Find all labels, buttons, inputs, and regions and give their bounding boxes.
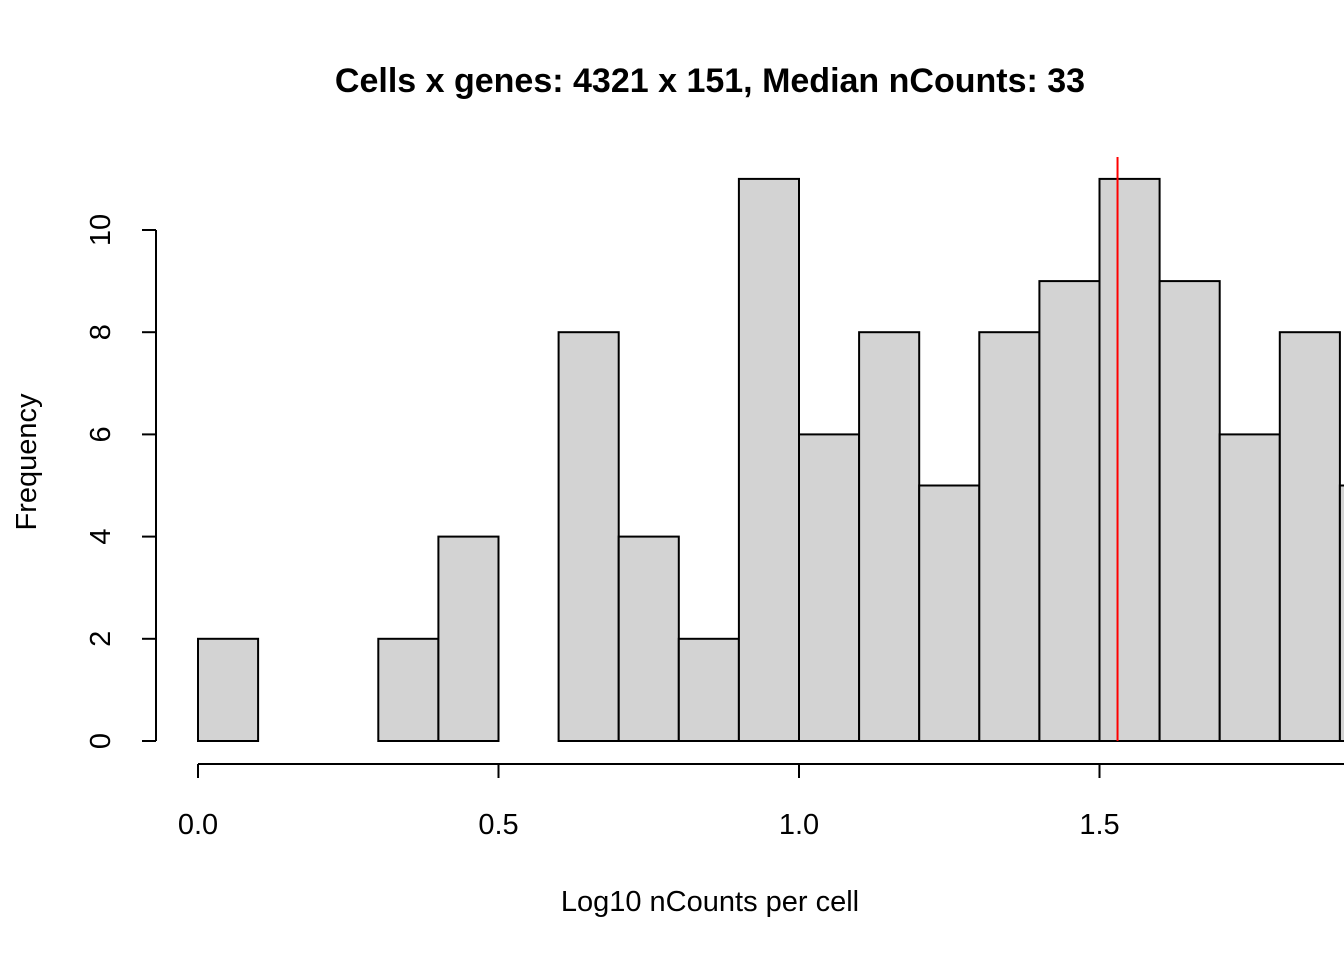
histogram-bar bbox=[737, 177, 801, 742]
y-tick-label: 2 bbox=[85, 631, 117, 647]
histogram-bar bbox=[197, 637, 260, 742]
y-tick-label: 10 bbox=[85, 214, 117, 246]
y-axis-ticks: 0 2 4 6 8 10 bbox=[85, 214, 156, 749]
x-axis-label: Log10 nCounts per cell bbox=[561, 886, 859, 918]
chart-title: Cells x genes: 4321 x 151, Median nCount… bbox=[335, 62, 1085, 100]
x-tick-label: 0.5 bbox=[478, 809, 518, 841]
bars-group bbox=[197, 177, 1344, 742]
y-tick-label: 6 bbox=[85, 426, 117, 442]
y-tick-label: 0 bbox=[85, 733, 117, 749]
histogram-bar bbox=[617, 535, 680, 742]
histogram-bar bbox=[1338, 484, 1344, 742]
histogram-bar bbox=[858, 331, 921, 742]
x-tick-label: 1.5 bbox=[1079, 809, 1119, 841]
y-tick-label: 8 bbox=[85, 324, 117, 340]
y-tick-label: 4 bbox=[85, 529, 117, 545]
histogram-bar bbox=[978, 331, 1041, 742]
histogram-bar bbox=[1098, 177, 1161, 742]
x-axis-ticks: 0.00.51.01.52.02.53.03.5 bbox=[178, 764, 1120, 841]
x-tick-label: 1.0 bbox=[779, 809, 819, 841]
histogram-bar bbox=[437, 535, 500, 742]
histogram-bar bbox=[1218, 433, 1281, 742]
histogram-bar bbox=[918, 484, 981, 742]
histogram-bar bbox=[798, 433, 861, 742]
histogram-bar bbox=[1038, 280, 1101, 742]
histogram-bar bbox=[557, 331, 620, 742]
histogram-bar bbox=[1278, 331, 1341, 742]
histogram-bar bbox=[1158, 280, 1221, 742]
y-axis-label: Frequency bbox=[11, 393, 43, 531]
histogram-bar bbox=[677, 637, 740, 742]
x-tick-label: 0.0 bbox=[178, 809, 218, 841]
histogram-bar bbox=[377, 637, 440, 742]
